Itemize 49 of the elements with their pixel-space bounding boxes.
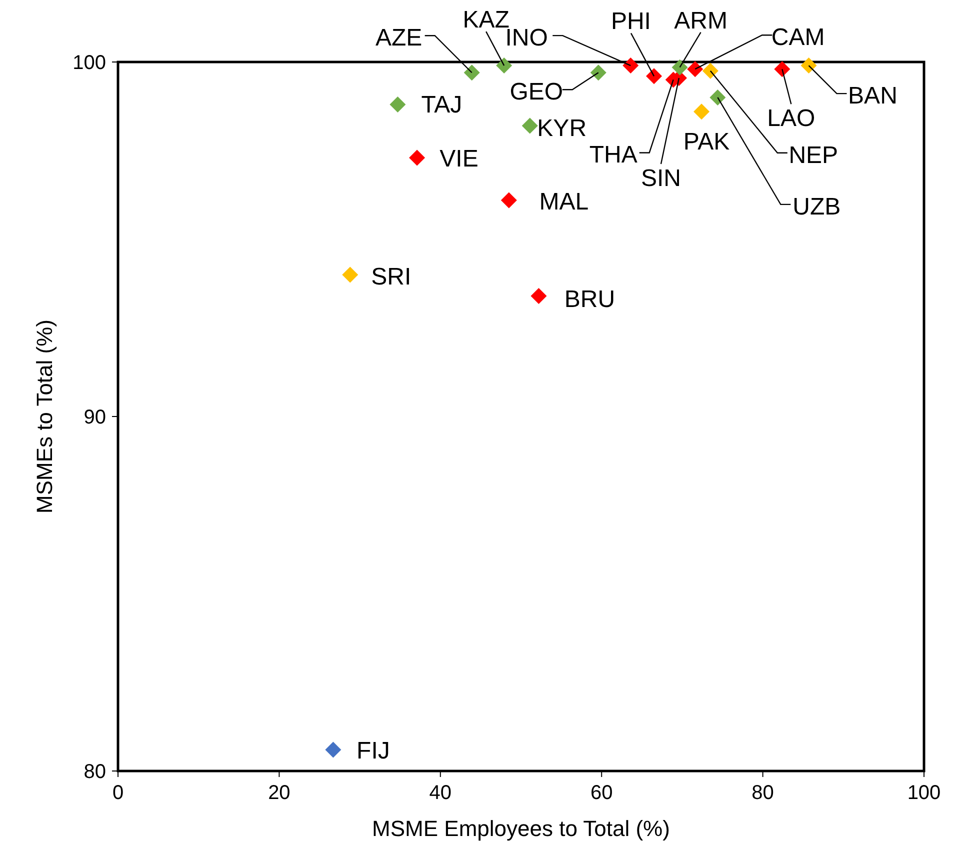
x-axis-title: MSME Employees to Total (%) (372, 816, 670, 841)
point (590, 64, 606, 81)
x-tick-label: 0 (112, 782, 124, 804)
annotation: NEP (788, 142, 838, 169)
point (672, 59, 688, 76)
annotation: TAJ (421, 92, 462, 119)
point (496, 58, 512, 74)
annotation: SIN (640, 164, 681, 192)
point (774, 61, 790, 78)
x-tick-label: 100 (907, 782, 941, 804)
annotation: PHI (610, 8, 651, 36)
annotation: GEO (510, 78, 564, 106)
annotation: VIE (440, 146, 478, 173)
point (800, 58, 817, 74)
point (687, 61, 704, 78)
point (710, 89, 726, 106)
point (530, 288, 547, 304)
point (622, 58, 639, 74)
point (342, 266, 358, 283)
x-tick-label: 60 (590, 782, 613, 804)
annotation: CAM (771, 24, 825, 52)
annotation: KYR (537, 114, 587, 142)
point (325, 742, 342, 758)
point (646, 68, 662, 84)
x-tick-label: 20 (268, 782, 290, 804)
point (464, 64, 480, 81)
annotation: LAO (767, 105, 816, 132)
annotation: FIJ (356, 738, 390, 765)
annotation: PAK (683, 128, 730, 156)
annotation: MAL (539, 188, 589, 216)
x-tick-label: 80 (752, 782, 774, 804)
x-tick-label: 40 (429, 782, 452, 804)
annotation: BRU (564, 286, 616, 313)
point (694, 104, 710, 120)
annotation: UZB (792, 193, 841, 220)
point (522, 118, 538, 134)
point (702, 62, 718, 79)
y-tick-label: 80 (84, 761, 106, 783)
annotation: BAN (848, 82, 898, 110)
point (409, 150, 426, 166)
y-tick-label: 90 (84, 406, 106, 428)
annotation: THA (589, 142, 638, 169)
annotation: ARM (674, 7, 728, 34)
y-axis-title: MSMEs to Total (%) (32, 320, 57, 514)
annotation: AZE (375, 24, 422, 52)
point (500, 192, 517, 208)
annotation: SRI (371, 264, 412, 291)
point (390, 96, 406, 113)
y-tick-label: 100 (72, 52, 106, 74)
